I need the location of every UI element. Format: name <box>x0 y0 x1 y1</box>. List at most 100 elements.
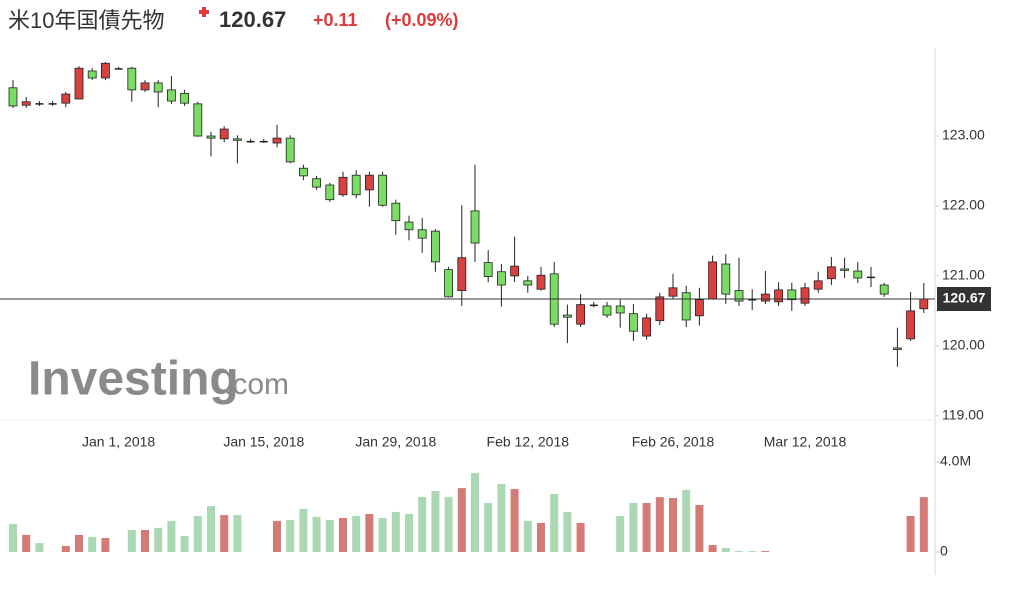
volume-bar <box>339 518 347 552</box>
volume-bar <box>233 515 242 552</box>
candle-body <box>153 82 163 93</box>
volume-bar <box>708 545 717 552</box>
volume-bar <box>642 502 651 552</box>
last-price: 120.67 <box>219 7 286 32</box>
candle-body <box>364 174 374 191</box>
volume-bar <box>457 488 466 552</box>
volume-bar <box>154 527 163 552</box>
volume-bar <box>312 516 321 552</box>
x-tick-label: Jan 1, 2018 <box>82 434 155 450</box>
candle-body <box>325 184 335 201</box>
volume-bar <box>22 534 31 552</box>
volume-bar <box>629 502 638 552</box>
chart-title: 米10年国債先物 <box>8 8 164 33</box>
x-tick-label: Jan 15, 2018 <box>223 434 304 450</box>
candle-body <box>140 82 150 91</box>
volume-bar <box>127 529 136 552</box>
candle-body <box>272 137 282 144</box>
candle-body <box>615 305 625 314</box>
volume-bar <box>735 551 743 552</box>
last-price-label: 120.67 <box>943 290 986 306</box>
candle-body <box>642 317 651 337</box>
volume-bar <box>378 518 387 552</box>
volume-bar <box>391 511 400 552</box>
candle-body <box>496 271 506 286</box>
candle-body <box>840 268 849 271</box>
candle-body <box>629 313 638 332</box>
volume-bar <box>682 489 691 552</box>
candle-body <box>893 347 902 350</box>
volume-bar <box>721 547 730 552</box>
candle-body <box>655 296 665 322</box>
candle-body <box>87 70 97 79</box>
candle-body <box>681 292 691 321</box>
up-icon <box>199 7 209 17</box>
volume-bar <box>61 545 70 552</box>
candle-body <box>734 290 744 302</box>
volume-bar <box>523 520 532 552</box>
candle-body <box>8 87 18 107</box>
candle-body <box>721 263 731 295</box>
volume-bar <box>919 497 928 552</box>
candle-body <box>827 266 836 280</box>
y-tick-label: 120.00 <box>942 337 985 353</box>
candle-body <box>602 305 612 316</box>
candle-body <box>114 68 123 70</box>
volume-tick-label: 0 <box>940 543 948 559</box>
candle-body <box>206 135 216 139</box>
volume-bar <box>669 498 677 552</box>
candle-body <box>378 174 388 206</box>
volume-bar <box>616 516 625 552</box>
candle-body <box>919 298 929 310</box>
candle-body <box>457 257 467 292</box>
volume-bar <box>906 516 915 552</box>
candle-body <box>589 304 598 307</box>
volume-bar <box>88 536 97 552</box>
candle-body <box>444 269 454 298</box>
volume-bar <box>405 513 413 552</box>
candle-body <box>166 89 176 102</box>
candle-body <box>127 67 137 91</box>
volume-tick-label: 4.0M <box>940 453 971 469</box>
volume-bar <box>471 473 479 552</box>
volume-bar <box>141 529 149 552</box>
y-tick-label: 121.00 <box>942 267 985 283</box>
volume-bar <box>207 506 215 552</box>
candle-body <box>61 93 71 104</box>
candle-body <box>391 202 401 222</box>
volume-bar <box>431 491 440 552</box>
candle-body <box>483 262 493 278</box>
candle-body <box>523 280 533 286</box>
candle-body <box>906 310 915 340</box>
volume-bar <box>365 513 374 552</box>
candle-body <box>761 293 770 302</box>
volume-bar <box>761 551 770 552</box>
candle-body <box>180 92 190 104</box>
volume-bar <box>220 515 229 552</box>
candle-body <box>312 178 322 188</box>
candle-body <box>853 270 863 279</box>
candle-body <box>787 289 797 301</box>
volume-bar <box>655 497 664 552</box>
candle-body <box>695 299 704 317</box>
candle-body <box>800 287 810 304</box>
candle-body <box>298 167 308 177</box>
watermark: .com <box>224 368 289 401</box>
volume-bar <box>325 520 334 552</box>
candle-body <box>35 103 44 105</box>
candle-body <box>417 229 427 239</box>
price-change: +0.11 <box>313 10 358 30</box>
candle-body <box>351 174 361 196</box>
candle-body <box>259 140 268 143</box>
candle-body <box>246 140 255 143</box>
candle-body <box>338 176 348 196</box>
candle-body <box>101 62 110 79</box>
candle-body <box>708 261 717 300</box>
candle-body <box>430 230 440 263</box>
volume-bar <box>550 493 559 552</box>
x-tick-label: Jan 29, 2018 <box>355 434 436 450</box>
y-tick-label: 122.00 <box>942 197 985 213</box>
volume-bar <box>576 522 585 552</box>
volume-bar <box>497 484 506 552</box>
